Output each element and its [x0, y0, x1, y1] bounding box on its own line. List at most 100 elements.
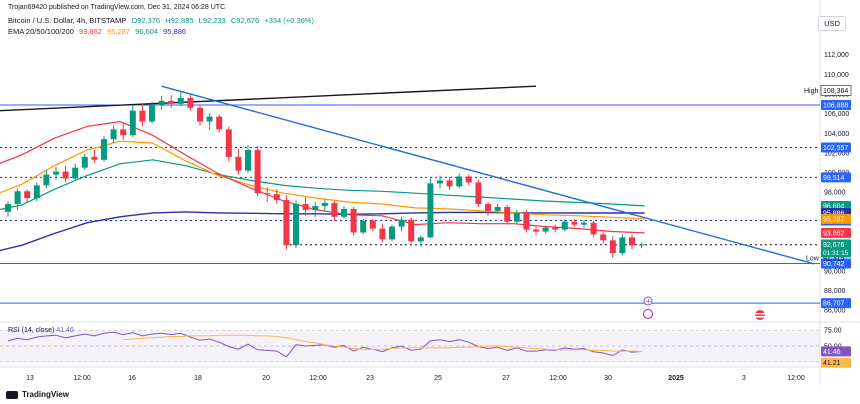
low-marker-text: Low: [806, 255, 820, 262]
low-price-label: 91,315: [823, 255, 845, 262]
candle-body: [5, 204, 11, 212]
time-tick-label: 30: [604, 375, 612, 382]
price-tick-label: 112,000: [824, 52, 849, 59]
candle-body: [149, 104, 155, 122]
candle-body: [14, 191, 21, 205]
rsi-ma-line: [123, 334, 642, 353]
rsi-legend: RSI (14, close) 41.46: [8, 327, 74, 334]
tradingview-logo[interactable]: TradingView: [6, 390, 69, 399]
level-price-tag: [821, 142, 851, 153]
ema50-line: [0, 140, 645, 220]
ema100-line: [0, 159, 645, 211]
candle-body: [494, 206, 501, 211]
event-earnings-icon: [643, 309, 653, 319]
candle-body: [321, 203, 328, 206]
candle-body: [437, 180, 443, 184]
price-tick-label: 106,000: [824, 111, 849, 118]
ohlc-low: L92,233: [198, 16, 226, 25]
time-tick-label: 18: [194, 375, 202, 382]
price-tick-label: 110,000: [824, 72, 849, 79]
candle-body: [446, 180, 453, 187]
publisher-line: Trojan69420 published on TradingView.com…: [8, 4, 226, 11]
ema-label: EMA 20/50/100/200: [8, 27, 74, 36]
price-tick-label: 98,000: [824, 190, 846, 197]
candle-body: [158, 100, 165, 105]
time-tick-label: 12:00: [549, 375, 567, 382]
candle-body: [24, 191, 31, 199]
level-price-label: 86,707: [823, 301, 845, 308]
candle-body: [216, 116, 223, 130]
ema-price-tag: [821, 239, 851, 258]
rsi-value: 41.46: [56, 327, 74, 334]
candle-body: [504, 206, 511, 222]
candle-body: [360, 220, 367, 233]
rsi-label: RSI (14, close): [8, 327, 55, 334]
ema-legend: EMA 20/50/100/200 93,862 95,287 96,604 9…: [8, 27, 189, 36]
level-price-label: 90,742: [823, 261, 845, 268]
candle-body: [302, 204, 309, 210]
candle-body: [629, 237, 635, 246]
ohlc-change: +334 (+0.36%): [264, 16, 314, 25]
candle-body: [331, 203, 338, 217]
candle-body: [273, 194, 280, 201]
brand-name: TradingView: [22, 390, 69, 399]
ema100-value: 96,604: [135, 27, 159, 36]
candle-body: [475, 182, 482, 205]
time-tick-label: 27: [502, 375, 510, 382]
candle-body: [369, 220, 376, 229]
ema-price-label: 92,676: [823, 242, 845, 249]
candle-body: [408, 219, 415, 242]
candle-body: [197, 107, 203, 122]
ema20-value: 93,862: [78, 27, 102, 36]
candle-body: [129, 110, 136, 136]
time-tick-label: 23: [366, 375, 374, 382]
us-flag-stripe: [755, 313, 765, 315]
ema200-value: 95,886: [163, 27, 187, 36]
candle-body: [139, 110, 146, 122]
rsi-ma-tag: [821, 357, 851, 368]
candle-body: [513, 212, 520, 222]
price-tick-label: 90,000: [824, 268, 846, 275]
countdown-label: 01:31:15: [823, 250, 849, 257]
candle-body: [609, 240, 616, 254]
candle-body: [264, 193, 271, 195]
candle-body: [168, 100, 175, 104]
candle-body: [110, 129, 117, 140]
candle-body: [177, 97, 184, 104]
price-tick-label: 102,000: [824, 150, 849, 157]
high-price-label: 108,364: [823, 88, 848, 95]
candle-body: [533, 229, 539, 232]
ema-price-label: 93,862: [823, 230, 845, 237]
rsi-ma-axis-label: 41.21: [823, 360, 841, 367]
candle-body: [417, 237, 424, 242]
event-plus-glyph: +: [646, 298, 652, 306]
candle-body: [427, 183, 434, 238]
candle-body: [254, 150, 261, 194]
tv-logo-icon: [6, 390, 18, 399]
ohlc-high: H92,885: [165, 16, 194, 25]
candle-body: [225, 129, 232, 157]
ohlc-close: C92,676: [230, 16, 260, 25]
candle-body: [101, 139, 107, 160]
candle-body: [283, 200, 290, 246]
us-flag-icon: [755, 310, 765, 320]
candle-body: [33, 185, 40, 199]
currency-selector[interactable]: USD: [818, 16, 846, 31]
level-price-label: 106,888: [823, 102, 848, 109]
event-plus-icon: [643, 296, 653, 306]
upper-trendline: [0, 85, 537, 112]
candle-body: [81, 156, 88, 168]
descending-trendline: [161, 85, 815, 265]
ema-price-tag: [821, 213, 851, 224]
candle-body: [561, 221, 568, 230]
price-tick-label: 88,000: [824, 288, 846, 295]
ema-price-tag: [821, 227, 851, 238]
level-price-tag: [821, 172, 851, 183]
price-tick-label: 86,000: [824, 308, 846, 315]
candle-body: [571, 221, 578, 225]
symbol-legend: Bitcoin / U.S. Dollar, 4h, BITSTAMP O92,…: [8, 16, 317, 25]
candle-body: [552, 227, 559, 230]
candle-body: [600, 234, 607, 241]
candle-body: [235, 156, 242, 171]
candle-body: [619, 237, 626, 254]
